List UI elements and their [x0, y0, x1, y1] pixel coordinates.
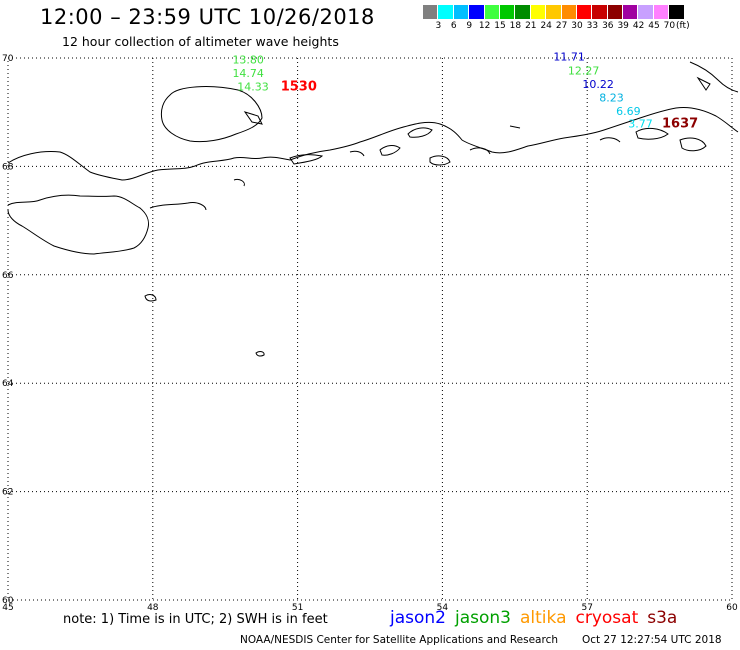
credit-text: NOAA/NESDIS Center for Satellite Applica…	[240, 634, 558, 646]
legend-swatch	[423, 5, 439, 19]
legend-swatches	[423, 5, 685, 19]
legend-swatch	[638, 5, 654, 19]
legend-swatch	[669, 5, 685, 19]
legend-label: (ft)	[676, 21, 690, 31]
lon-tick-label: 57	[581, 603, 592, 613]
legend-swatch	[530, 5, 547, 19]
swh-label: 14.74	[232, 67, 264, 80]
legend-swatch	[438, 5, 454, 19]
time-label: 1637	[662, 116, 698, 131]
map-frame	[7, 57, 733, 601]
color-legend: 3 6 9 12 15 18 21 24 27 30 33 36 39 42 45 70 (ft)	[423, 5, 690, 35]
chart-subtitle: 12 hour collection of altimeter wave hei…	[62, 34, 339, 49]
legend-label: 45	[648, 21, 660, 31]
legend-swatch	[453, 5, 470, 19]
legend-swatch	[484, 5, 500, 19]
coastline	[7, 61, 739, 357]
legend-label: 27	[555, 21, 568, 31]
satellite-name: jason3	[455, 608, 511, 628]
legend-labels: 3 6 9 12 15 18 21 24 27 30 33 36 39 42 45 70 (ft)	[423, 21, 690, 35]
legend-label: 24	[540, 21, 552, 31]
satellite-name: s3a	[647, 608, 678, 628]
legend-swatch	[576, 5, 593, 19]
lon-tick-label: 60	[726, 603, 738, 613]
satellite-name: cryosat	[575, 608, 639, 628]
lon-tick-label: 51	[292, 603, 303, 613]
legend-swatch	[546, 5, 562, 19]
legend-swatch	[607, 5, 624, 19]
legend-label: 21	[525, 21, 537, 31]
map-grid	[8, 58, 732, 600]
legend-label: 15	[494, 21, 506, 31]
satellite-legend: jason2 jason3 altika cryosat s3a	[390, 608, 686, 628]
legend-label: 12	[478, 21, 491, 31]
legend-label: 9	[466, 21, 473, 31]
chart-title: 12:00 – 23:59 UTC 10/26/2018	[40, 5, 375, 29]
legend-label: 30	[571, 21, 583, 31]
lat-tick-label: 70	[2, 54, 14, 64]
swh-label: 12.27	[568, 64, 600, 77]
lon-tick-label: 48	[147, 603, 159, 613]
legend-label: 36	[602, 21, 614, 31]
legend-label: 70	[663, 21, 676, 31]
legend-swatch	[469, 5, 485, 19]
legend-swatch	[623, 5, 639, 19]
legend-label: 42	[632, 21, 645, 31]
lon-tick-label: 54	[437, 603, 449, 613]
lat-tick-label: 62	[2, 488, 13, 498]
swh-label: 10.22	[582, 78, 614, 91]
satellite-name: altika	[520, 608, 567, 628]
time-label: 1530	[281, 80, 317, 95]
legend-label: 33	[586, 21, 599, 31]
timestamp-text: Oct 27 12:27:54 UTC 2018	[582, 634, 722, 646]
lon-tick-label: 45	[2, 603, 13, 613]
legend-swatch	[653, 5, 670, 19]
lat-tick-label: 64	[2, 379, 14, 389]
satellite-name: jason2	[390, 608, 446, 628]
note-text: note: 1) Time is in UTC; 2) SWH is in fe…	[63, 612, 328, 627]
lat-tick-label: 68	[2, 162, 14, 172]
legend-swatch	[499, 5, 516, 19]
legend-swatch	[561, 5, 577, 19]
legend-swatch	[515, 5, 531, 19]
swh-label: 3.77	[628, 117, 653, 130]
swh-label: 8.23	[599, 91, 624, 104]
legend-label: 18	[509, 21, 522, 31]
lat-tick-label: 60	[2, 596, 14, 606]
legend-label: 39	[617, 21, 629, 31]
swh-label: 13.80	[232, 53, 264, 66]
map-tick-labels: 45 48 51 54 57 60 60 62 64 66 68 70	[2, 54, 738, 613]
swh-label: 6.69	[616, 105, 641, 118]
lat-tick-label: 66	[2, 271, 14, 281]
legend-label: 6	[450, 21, 457, 31]
swh-label: 14.33	[237, 81, 269, 94]
legend-swatch	[592, 5, 608, 19]
legend-label: 3	[435, 21, 442, 31]
swh-label: 11.71	[553, 51, 585, 64]
